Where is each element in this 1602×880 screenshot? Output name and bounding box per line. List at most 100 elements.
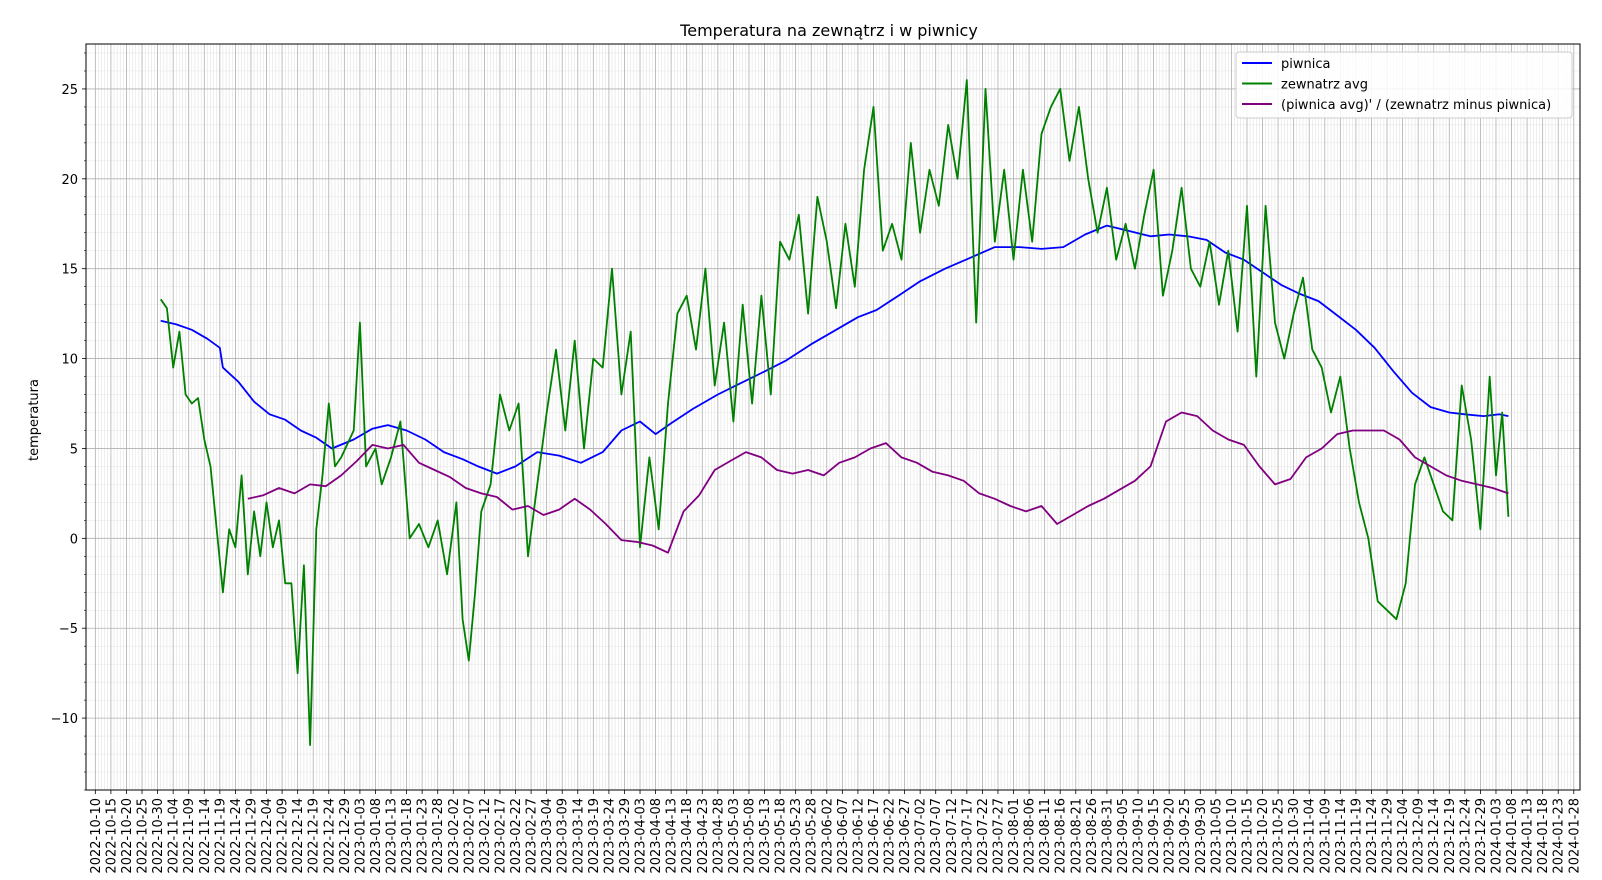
x-tick-label: 2023-12-19 xyxy=(1443,798,1458,874)
x-tick-label: 2022-12-29 xyxy=(338,798,353,874)
x-tick-label: 2023-09-25 xyxy=(1178,798,1193,874)
x-tick-label: 2023-04-18 xyxy=(680,798,695,874)
x-tick-label: 2023-03-24 xyxy=(602,798,617,874)
x-tick-label: 2023-05-18 xyxy=(774,798,789,874)
y-tick-label: 25 xyxy=(61,83,78,98)
x-tick-label: 2023-08-11 xyxy=(1038,798,1053,874)
x-tick-label: 2024-01-03 xyxy=(1489,798,1504,874)
x-tick-label: 2024-01-08 xyxy=(1505,798,1520,874)
y-axis-label: temperatura xyxy=(27,379,42,461)
x-tick-label: 2023-07-22 xyxy=(976,798,991,874)
x-tick-label: 2023-09-05 xyxy=(1116,798,1131,874)
x-tick-label: 2023-09-20 xyxy=(1163,798,1178,874)
x-tick-label: 2023-03-09 xyxy=(556,798,571,874)
x-tick-label: 2022-10-25 xyxy=(136,798,151,874)
y-tick-label: −5 xyxy=(59,622,78,637)
x-tick-label: 2022-11-24 xyxy=(229,798,244,874)
x-tick-label: 2023-10-10 xyxy=(1225,798,1240,874)
series-line-2 xyxy=(247,411,1509,554)
x-tick-label: 2023-04-28 xyxy=(711,798,726,874)
x-tick-label: 2023-10-20 xyxy=(1256,798,1271,874)
x-tick-label: 2023-12-09 xyxy=(1412,798,1427,874)
x-tick-label: 2023-06-27 xyxy=(898,798,913,874)
x-tick-label: 2023-11-14 xyxy=(1334,798,1349,874)
x-tick-label: 2023-11-04 xyxy=(1303,798,1318,874)
x-tick-label: 2022-11-29 xyxy=(244,798,259,874)
x-tick-label: 2023-06-17 xyxy=(867,798,882,874)
x-tick-label: 2023-02-17 xyxy=(493,798,508,874)
x-tick-label: 2023-03-14 xyxy=(571,798,586,874)
y-tick-label: −10 xyxy=(51,712,78,727)
x-tick-label: 2022-12-04 xyxy=(260,798,275,874)
y-axis: −10 −5 0 5 10 15 20 25 xyxy=(51,52,86,791)
x-tick-label: 2022-12-09 xyxy=(276,798,291,874)
x-tick-label: 2023-12-04 xyxy=(1396,798,1411,874)
y-tick-label: 15 xyxy=(61,263,78,278)
x-tick-label: 2023-12-24 xyxy=(1458,798,1473,874)
minor-grid xyxy=(86,44,1580,791)
x-tick-label: 2023-01-23 xyxy=(416,798,431,874)
x-tick-label: 2023-03-19 xyxy=(587,798,602,874)
series-line-1 xyxy=(159,79,1510,746)
x-tick-label: 2023-07-27 xyxy=(991,798,1006,874)
x-tick-label: 2023-01-13 xyxy=(385,798,400,874)
x-tick-label: 2022-11-14 xyxy=(198,798,213,874)
series-layer xyxy=(159,79,1510,746)
x-tick-label: 2023-07-17 xyxy=(960,798,975,874)
x-tick-label: 2022-10-10 xyxy=(89,798,104,874)
x-tick-label: 2023-06-02 xyxy=(820,798,835,874)
x-tick-label: 2023-10-05 xyxy=(1209,798,1224,874)
x-tick-label: 2023-03-04 xyxy=(540,798,555,874)
x-tick-label: 2023-02-02 xyxy=(447,798,462,874)
legend-box xyxy=(1235,51,1573,119)
x-tick-label: 2023-05-03 xyxy=(727,798,742,874)
x-tick-label: 2023-06-22 xyxy=(883,798,898,874)
x-tick-label: 2023-10-15 xyxy=(1240,798,1255,874)
x-tick-label: 2023-06-07 xyxy=(836,798,851,874)
x-tick-label: 2024-01-18 xyxy=(1536,798,1551,874)
x-tick-label: 2023-04-03 xyxy=(634,798,649,874)
x-tick-label: 2023-01-03 xyxy=(353,798,368,874)
x-tick-label: 2023-11-24 xyxy=(1365,798,1380,874)
x-tick-label: 2023-05-08 xyxy=(742,798,757,874)
x-tick-label: 2023-09-15 xyxy=(1147,798,1162,874)
x-tick-label: 2023-04-13 xyxy=(665,798,680,874)
legend-label-2: (piwnica avg)' / (zewnatrz minus piwnica… xyxy=(1281,98,1551,113)
x-tick-label: 2023-02-27 xyxy=(525,798,540,874)
plot-frame xyxy=(85,43,1581,791)
x-tick-label: 2023-05-23 xyxy=(789,798,804,874)
x-tick-label: 2023-05-13 xyxy=(758,798,773,874)
y-tick-label: 20 xyxy=(61,173,78,188)
x-tick-label: 2023-07-12 xyxy=(945,798,960,874)
x-tick-label: 2022-11-19 xyxy=(213,798,228,874)
x-tick-label: 2022-12-24 xyxy=(322,798,337,874)
x-tick-label: 2023-02-22 xyxy=(509,798,524,874)
x-tick-label: 2022-12-19 xyxy=(307,798,322,874)
x-tick-label: 2024-01-23 xyxy=(1552,798,1567,874)
x-tick-label: 2023-08-26 xyxy=(1085,798,1100,874)
x-tick-label: 2023-01-08 xyxy=(369,798,384,874)
x-tick-label: 2023-09-30 xyxy=(1194,798,1209,874)
x-tick-label: 2023-01-28 xyxy=(431,798,446,874)
x-tick-label: 2023-10-25 xyxy=(1272,798,1287,874)
x-tick-label: 2022-11-09 xyxy=(182,798,197,874)
x-tick-label: 2023-04-08 xyxy=(649,798,664,874)
x-tick-label: 2023-04-23 xyxy=(696,798,711,874)
x-tick-label: 2023-03-29 xyxy=(618,798,633,874)
y-tick-label: 10 xyxy=(61,353,78,368)
legend: piwnica zewnatrz avg (piwnica avg)' / (zew… xyxy=(1235,51,1573,119)
x-tick-label: 2023-01-18 xyxy=(400,798,415,874)
x-tick-label: 2023-06-12 xyxy=(851,798,866,874)
x-tick-label: 2023-11-09 xyxy=(1318,798,1333,874)
series-line-0 xyxy=(160,224,1509,475)
x-tick-label: 2022-10-15 xyxy=(104,798,119,874)
x-axis: 2022-10-10 2022-10-15 2022-10-20 2022-10-25… xyxy=(89,790,1582,874)
x-tick-label: 2023-07-02 xyxy=(914,798,929,874)
x-tick-label: 2022-12-14 xyxy=(291,798,306,874)
x-tick-label: 2024-01-13 xyxy=(1521,798,1536,874)
x-tick-label: 2024-01-28 xyxy=(1567,798,1582,874)
x-tick-label: 2023-02-07 xyxy=(462,798,477,874)
x-tick-label: 2022-11-04 xyxy=(167,798,182,874)
